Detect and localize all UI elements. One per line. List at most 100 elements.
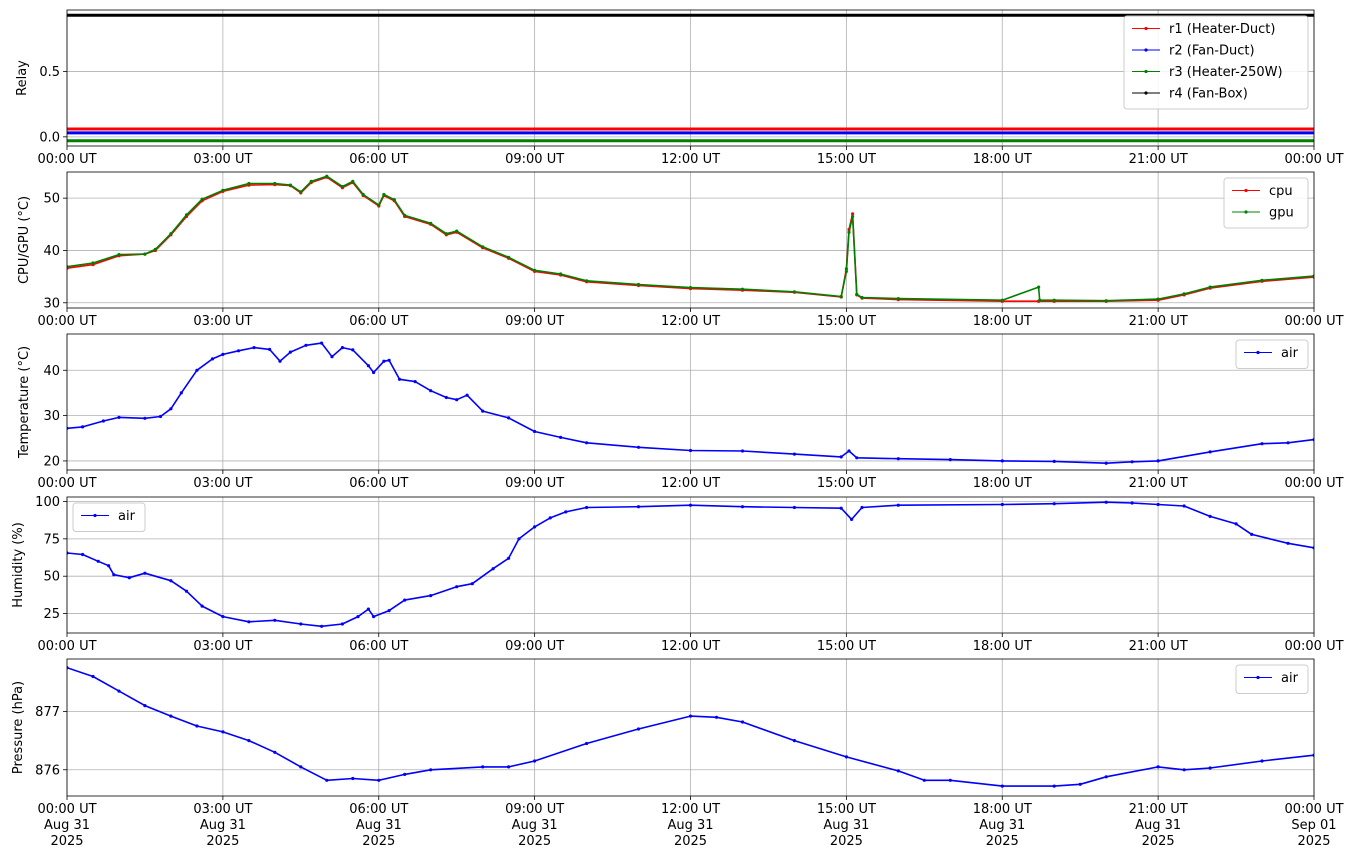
x-tick-label: 15:00 UT xyxy=(817,476,876,491)
data-point xyxy=(636,727,641,731)
y-axis-label: Pressure (hPa) xyxy=(11,681,26,774)
data-point xyxy=(403,213,407,217)
x-tick-label: 00:00 UT xyxy=(1284,152,1343,167)
data-point xyxy=(740,449,745,453)
series-line-air xyxy=(67,342,1314,465)
legend-box xyxy=(1235,664,1309,694)
data-point xyxy=(247,181,251,186)
x-tick-label: 09:00 UT xyxy=(505,152,564,167)
data-point xyxy=(847,449,851,453)
data-point xyxy=(299,765,303,769)
data-point xyxy=(429,768,433,772)
data-point xyxy=(559,272,563,276)
data-point xyxy=(221,352,225,356)
data-point xyxy=(273,181,277,186)
x-date-label: Aug 31 xyxy=(823,818,869,833)
data-point xyxy=(1208,285,1212,289)
data-point xyxy=(1000,459,1004,463)
data-point xyxy=(860,295,864,300)
data-point xyxy=(143,571,147,575)
legend-marker xyxy=(1244,188,1248,193)
y-axis-label: Relay xyxy=(15,60,30,96)
data-point xyxy=(851,212,855,216)
data-point xyxy=(444,395,448,400)
data-point xyxy=(850,517,854,522)
data-point xyxy=(247,739,251,743)
data-point xyxy=(1000,298,1004,302)
data-point xyxy=(377,203,381,207)
data-point xyxy=(268,347,272,351)
data-point xyxy=(740,287,745,291)
x-tick-label: 15:00 UT xyxy=(817,639,876,654)
data-point xyxy=(1286,441,1290,445)
x-year-label: 2025 xyxy=(830,834,863,849)
x-tick-label: 18:00 UT xyxy=(973,476,1032,491)
x-tick-label: 06:00 UT xyxy=(349,314,408,329)
data-point xyxy=(309,179,313,183)
data-point xyxy=(1208,766,1212,770)
x-tick-label: 21:00 UT xyxy=(1129,802,1188,817)
x-year-label: 2025 xyxy=(1297,834,1330,849)
data-point xyxy=(1052,459,1056,463)
data-point xyxy=(397,377,402,381)
data-point xyxy=(1156,502,1160,507)
data-point xyxy=(392,198,396,202)
data-point xyxy=(688,714,693,718)
data-point xyxy=(340,185,344,189)
x-tick-label: 06:00 UT xyxy=(349,476,408,491)
data-point xyxy=(340,346,344,350)
x-tick-label: 15:00 UT xyxy=(817,314,876,329)
data-point xyxy=(351,776,355,781)
data-point xyxy=(839,294,843,299)
x-date-label: Aug 31 xyxy=(200,818,246,833)
legend-marker xyxy=(1144,91,1148,95)
legend-box xyxy=(1123,15,1309,110)
data-point xyxy=(169,579,173,583)
data-point xyxy=(429,389,433,393)
data-point xyxy=(1182,504,1186,508)
x-tick-label: 06:00 UT xyxy=(349,802,408,817)
data-point xyxy=(1037,285,1041,289)
data-point xyxy=(403,772,407,777)
data-point xyxy=(169,407,173,411)
y-tick-label: 50 xyxy=(43,570,60,585)
y-tick-label: 0.0 xyxy=(39,130,60,145)
data-point xyxy=(112,573,116,577)
x-year-label: 2025 xyxy=(986,834,1019,849)
data-point xyxy=(91,261,95,265)
data-point xyxy=(896,457,900,461)
data-point xyxy=(559,435,563,439)
y-tick-label: 25 xyxy=(43,607,60,622)
y-axis-label: Humidity (%) xyxy=(11,522,26,608)
data-point xyxy=(688,448,693,453)
data-point xyxy=(252,346,256,350)
data-point xyxy=(169,714,173,718)
x-date-label: Aug 31 xyxy=(44,818,90,833)
data-point xyxy=(1260,278,1264,282)
data-point xyxy=(200,604,204,608)
x-tick-label: 15:00 UT xyxy=(817,152,876,167)
data-point xyxy=(221,730,225,734)
data-point xyxy=(236,349,241,353)
data-point xyxy=(792,739,797,743)
data-point xyxy=(792,290,797,294)
data-point xyxy=(288,350,292,354)
data-point xyxy=(299,622,303,626)
data-point xyxy=(81,425,85,429)
x-date-label: Aug 31 xyxy=(667,818,713,833)
data-point xyxy=(377,778,381,782)
legend-marker xyxy=(1144,26,1148,31)
legend: air xyxy=(1235,664,1309,694)
legend-label: cpu xyxy=(1269,184,1293,199)
x-tick-label: 00:00 UT xyxy=(1284,476,1343,491)
data-point xyxy=(533,429,537,434)
data-point xyxy=(1234,522,1238,526)
x-date-label: Aug 31 xyxy=(356,818,402,833)
data-point xyxy=(470,582,474,586)
x-tick-label: 00:00 UT xyxy=(37,476,96,491)
data-point xyxy=(533,525,537,529)
data-point xyxy=(1182,768,1186,772)
x-tick-label: 00:00 UT xyxy=(1284,802,1343,817)
data-point xyxy=(1130,460,1134,464)
data-point xyxy=(330,355,334,359)
